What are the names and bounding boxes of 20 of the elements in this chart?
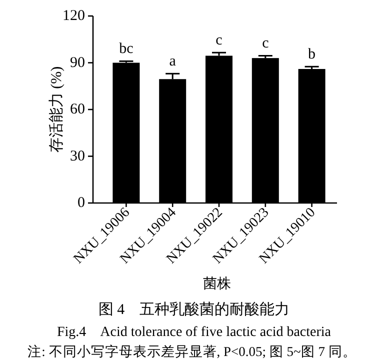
y-tick-label: 120 (62, 8, 85, 24)
x-axis-title: 菌株 (203, 276, 231, 292)
annotation: c (262, 36, 270, 52)
y-tick-label: 30 (70, 148, 85, 164)
y-tick-label: 60 (70, 102, 85, 118)
bar (159, 79, 186, 203)
bar (298, 68, 326, 203)
annotation: c (216, 32, 223, 49)
y-axis-title: 存活能力 (%) (48, 66, 65, 153)
annotation: b (308, 46, 316, 63)
annotation: bc (119, 41, 134, 58)
bar (206, 56, 232, 203)
y-tick-label: 0 (78, 195, 85, 211)
bar (252, 58, 279, 203)
y-tick-label: 90 (70, 54, 85, 71)
bar (112, 62, 140, 203)
text: Fig.4 Acid tolerance of five lactic acid bacteria (56, 325, 332, 340)
annotation: a (169, 54, 176, 70)
text: 图 4 五种乳酸菌的耐酸能力 (98, 301, 290, 318)
text: 注: 不同小写字母表示差异显著, P<0.05; 图 5~图 7 同。 (28, 344, 356, 359)
